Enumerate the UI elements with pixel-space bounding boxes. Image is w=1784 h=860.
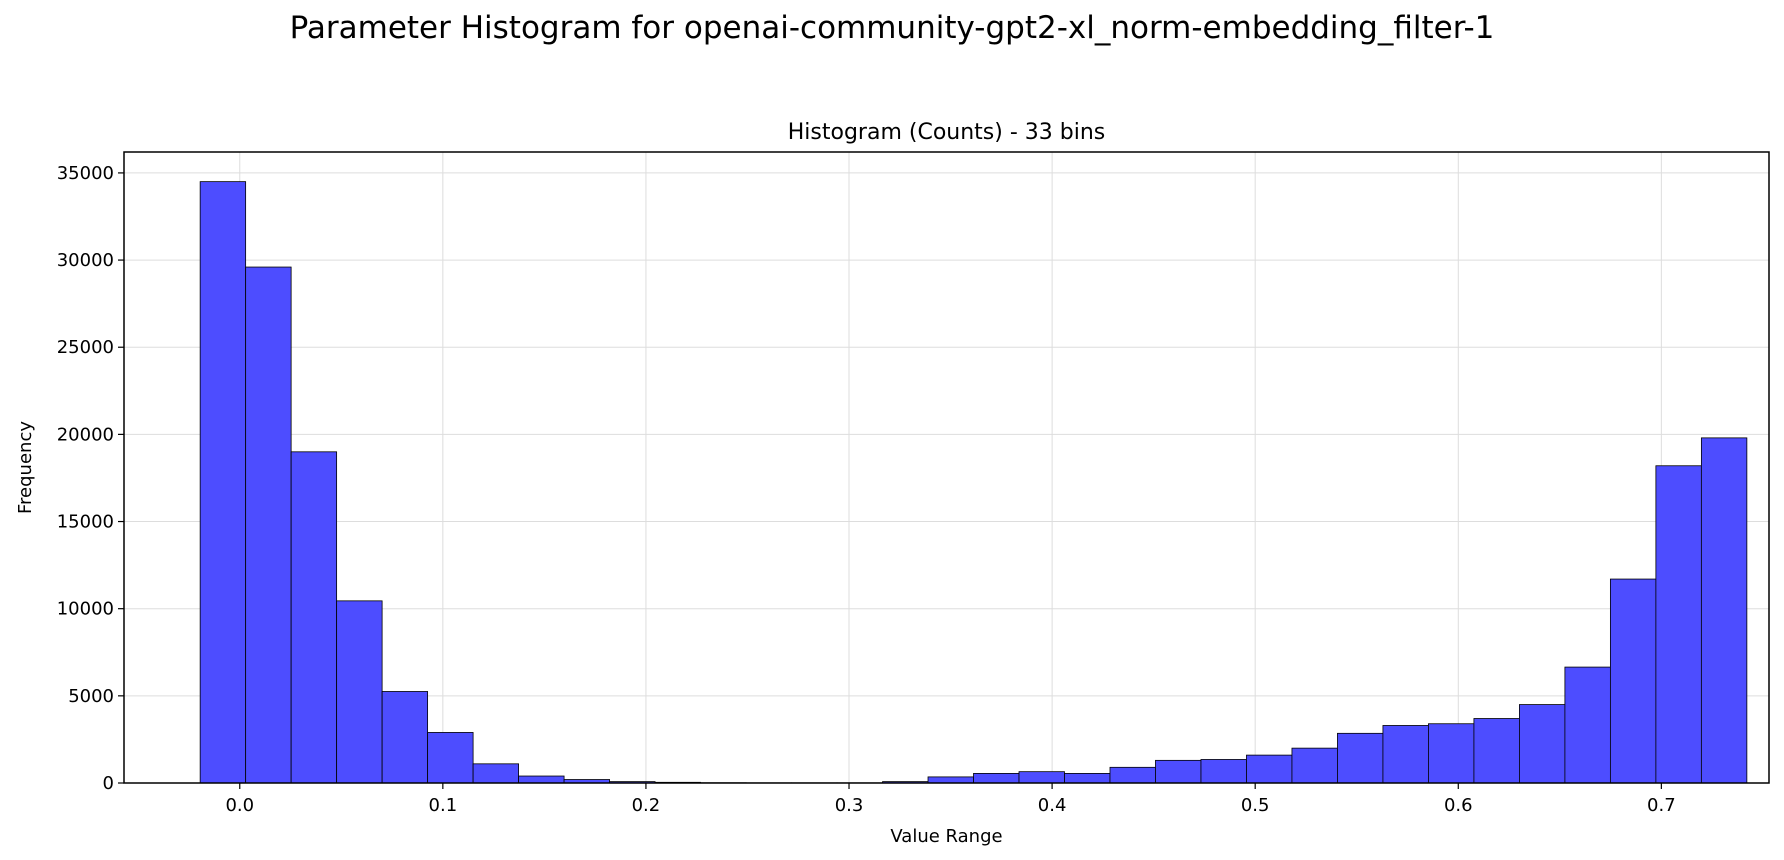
histogram-bar [1655, 465, 1702, 784]
histogram-bar [1473, 718, 1520, 784]
x-tick-label: 0.1 [429, 795, 458, 816]
y-tick-label: 15000 [57, 512, 114, 533]
y-axis-label: Frequency [15, 421, 36, 514]
histogram-bar [1700, 437, 1748, 784]
x-tick-label: 0.0 [225, 795, 254, 816]
x-tick-label: 0.3 [835, 795, 864, 816]
chart-title: Histogram (Counts) - 33 bins [788, 120, 1105, 145]
histogram-bar [245, 266, 292, 784]
y-tick-label: 30000 [57, 250, 114, 271]
histogram-bar [1564, 666, 1611, 784]
histogram-bar [381, 691, 429, 784]
x-axis-ticks: 0.0 0.1 0.2 0.3 0.4 0.5 0.6 0.7 [225, 783, 1676, 816]
y-tick-label: 20000 [57, 424, 114, 445]
plot-frame [123, 151, 1770, 784]
y-axis-ticks: 0 5000 10000 15000 20000 25000 30000 35000 [57, 163, 124, 794]
histogram-bar [1064, 773, 1111, 784]
y-tick-label: 0 [103, 773, 114, 794]
x-tick-label: 0.6 [1444, 795, 1473, 816]
y-tick-label: 5000 [68, 686, 114, 707]
histogram-bar [472, 763, 519, 784]
histogram-bar [1337, 732, 1384, 784]
x-tick-label: 0.2 [632, 795, 661, 816]
histogram-bars [199, 181, 1748, 784]
figure-suptitle: Parameter Histogram for openai-community… [289, 10, 1495, 46]
histogram-bar [1382, 725, 1429, 784]
x-tick-label: 0.7 [1647, 795, 1676, 816]
histogram-bar [1246, 754, 1293, 784]
histogram-bar [1018, 771, 1065, 784]
histogram-bar [927, 776, 974, 784]
y-tick-label: 10000 [57, 599, 114, 620]
histogram-bar [199, 181, 247, 784]
histogram-bar [518, 775, 565, 784]
y-tick-label: 25000 [57, 337, 114, 358]
histogram-bar [1200, 759, 1247, 784]
histogram-bar [290, 451, 338, 784]
y-tick-label: 35000 [57, 163, 114, 184]
histogram-bar [1155, 759, 1202, 784]
histogram-bar [1291, 747, 1338, 784]
x-axis-label: Value Range [890, 826, 1002, 847]
histogram-bar [973, 773, 1020, 784]
histogram-bar [1109, 766, 1156, 784]
histogram-bar [1519, 704, 1566, 784]
x-tick-label: 0.5 [1241, 795, 1270, 816]
histogram-bar [336, 600, 383, 784]
histogram-bar [1428, 723, 1475, 784]
histogram-bar [427, 732, 474, 784]
histogram-bar [1609, 578, 1657, 784]
x-tick-label: 0.4 [1038, 795, 1067, 816]
